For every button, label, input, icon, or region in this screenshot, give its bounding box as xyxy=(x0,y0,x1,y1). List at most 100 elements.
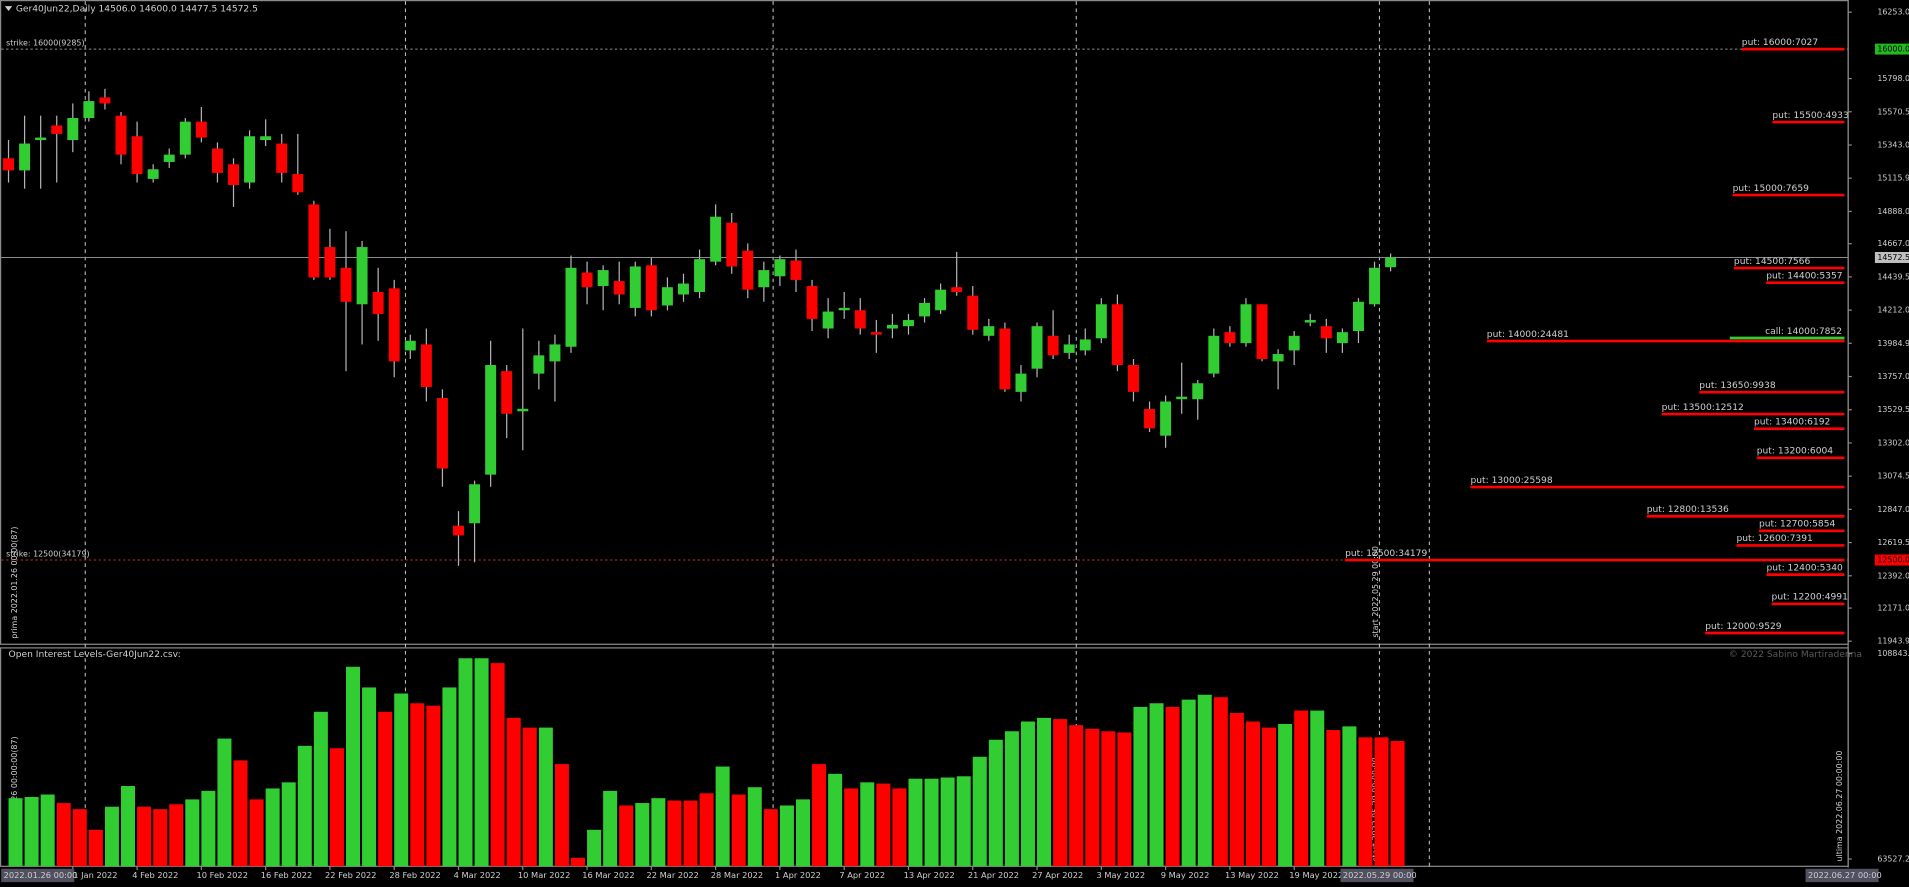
y-tick-label: 12171.0 xyxy=(1877,604,1909,613)
candle-body xyxy=(115,115,127,155)
x-tick-label: 16 Feb 2022 xyxy=(261,870,312,880)
x-tick-label: 4 Feb 2022 xyxy=(132,870,178,880)
oi-bar xyxy=(844,788,859,867)
oi-bar xyxy=(651,798,666,867)
oi-bar xyxy=(699,793,714,867)
oi-bar xyxy=(876,783,891,867)
oi-bar xyxy=(956,776,971,867)
time-marker: 2022.01.26 00:00 xyxy=(4,870,78,880)
candle-body xyxy=(565,267,577,347)
put-label: put: 13650:9938 xyxy=(1699,381,1776,391)
x-tick-label: 28 Feb 2022 xyxy=(389,870,440,880)
y-tick-label: 13529.5 xyxy=(1877,405,1909,414)
price-marker-label: 16000.0 xyxy=(1877,45,1909,54)
oi-bar xyxy=(249,799,264,867)
oi-bar xyxy=(1358,737,1373,867)
oi-bar xyxy=(763,809,778,867)
price-marker xyxy=(1874,43,1909,55)
candle-body xyxy=(1288,335,1300,351)
oi-bar xyxy=(747,787,762,867)
x-tick-label: 16 Mar 2022 xyxy=(582,870,634,880)
candle-body xyxy=(983,326,995,336)
candle-body xyxy=(533,355,545,374)
y-tick-label: 63527.2 xyxy=(1877,855,1909,864)
candle-body xyxy=(581,272,593,288)
candle-body xyxy=(35,137,47,141)
oi-bar xyxy=(185,799,200,867)
x-tick-label: 9 May 2022 xyxy=(1161,870,1210,880)
y-tick-label: 11943.9 xyxy=(1877,637,1909,646)
oi-bar xyxy=(24,796,39,867)
oi-bar xyxy=(1149,703,1164,867)
oi-bar xyxy=(1262,727,1277,867)
oi-bar xyxy=(1326,730,1341,867)
candle-body xyxy=(211,148,223,173)
collapse-icon[interactable] xyxy=(4,6,13,11)
put-label: put: 13000:25598 xyxy=(1470,476,1552,486)
put-label: put: 14500:7566 xyxy=(1734,257,1811,267)
candle-body xyxy=(517,408,529,412)
candle-body xyxy=(1369,267,1381,305)
candle-body xyxy=(1176,396,1188,400)
oi-bar xyxy=(1053,719,1068,867)
candle-body xyxy=(790,260,802,280)
oi-bar xyxy=(442,687,457,867)
put-label: put: 14400:5357 xyxy=(1766,271,1843,281)
put-label: put: 13500:12512 xyxy=(1662,403,1744,413)
oi-bar xyxy=(972,756,987,867)
y-tick-label: 14888.0 xyxy=(1877,207,1909,216)
copyright: © 2022 Sabino Martiradenna xyxy=(1729,650,1862,660)
oi-bar xyxy=(329,748,344,867)
candle-body xyxy=(549,344,561,362)
x-tick-label: 10 Feb 2022 xyxy=(197,870,248,880)
oi-bar xyxy=(587,829,602,867)
oi-bar xyxy=(426,705,441,867)
candle-body xyxy=(1111,304,1123,366)
candle-body xyxy=(870,332,882,335)
put-label: put: 12400:5340 xyxy=(1766,563,1843,573)
oi-bar xyxy=(603,790,618,867)
candle-body xyxy=(388,288,400,362)
candle-body xyxy=(1031,326,1043,369)
candle-body xyxy=(436,397,448,469)
oi-bar xyxy=(1342,726,1357,867)
y-tick-label: 12619.5 xyxy=(1877,538,1909,547)
y-tick-label: 14212.0 xyxy=(1877,306,1909,315)
x-tick-label: 28 Mar 2022 xyxy=(711,870,763,880)
oi-bar xyxy=(1374,737,1389,867)
candle-body xyxy=(903,320,914,327)
candle-body xyxy=(501,371,513,414)
oi-bar xyxy=(779,805,794,867)
y-tick-label: 15115.9 xyxy=(1877,174,1909,183)
candle-body xyxy=(806,286,818,319)
indicator-title: Open Interest Levels-Ger40Jun22.csv: xyxy=(9,650,181,660)
oi-bar xyxy=(731,794,746,867)
oi-bar xyxy=(715,766,730,867)
candle-body xyxy=(661,287,673,306)
oi-bar xyxy=(121,786,136,867)
oi-bar xyxy=(313,711,328,867)
start-note: start 2022.05.29 00:00 xyxy=(1371,546,1380,637)
candle-body xyxy=(179,121,191,155)
y-tick-label: 13757.0 xyxy=(1877,372,1909,381)
oi-bar xyxy=(378,711,393,867)
y-tick-label: 13074.5 xyxy=(1877,472,1909,481)
left-note: prima 2022.01.26 00:00(87) xyxy=(10,526,19,638)
oi-bar xyxy=(1101,731,1116,867)
oi-bar xyxy=(522,727,537,867)
candle-body xyxy=(935,289,947,311)
oi-bar xyxy=(1213,697,1228,867)
candle-body xyxy=(1320,326,1332,339)
oi-bar xyxy=(988,739,1003,867)
oi-bar xyxy=(474,658,489,867)
candle-body xyxy=(453,525,464,536)
candle-body xyxy=(1160,401,1172,436)
x-tick-label: 13 Apr 2022 xyxy=(904,870,955,880)
x-tick-label: 4 Mar 2022 xyxy=(454,870,501,880)
oi-bar xyxy=(233,760,248,867)
candle-body xyxy=(1015,373,1027,392)
y-tick-label: 14439.5 xyxy=(1877,272,1909,281)
price-marker xyxy=(1874,252,1909,263)
put-label: put: 16000:7027 xyxy=(1742,38,1819,48)
